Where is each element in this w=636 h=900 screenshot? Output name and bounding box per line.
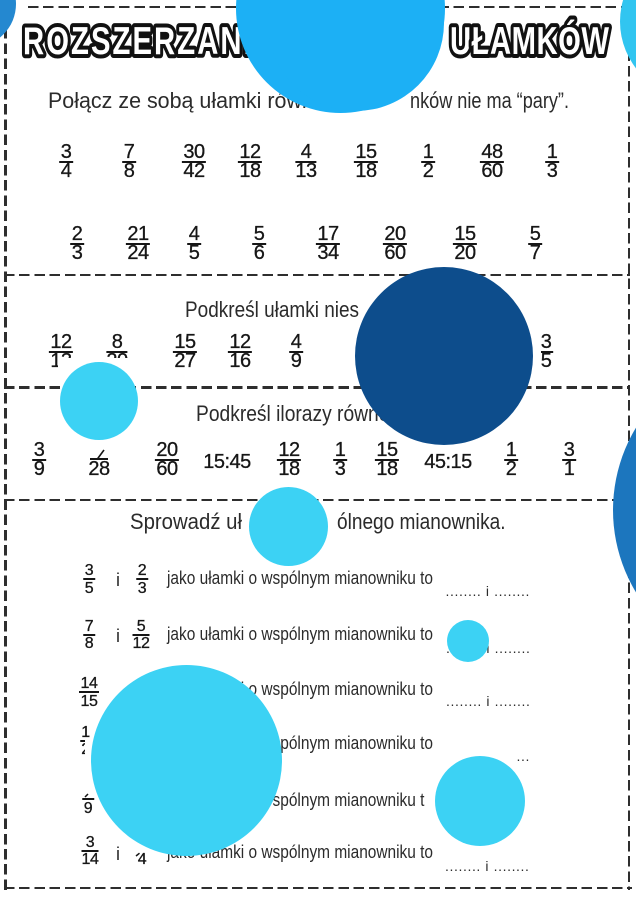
svg-text:UŁAMKÓW: UŁAMKÓW xyxy=(450,18,609,63)
